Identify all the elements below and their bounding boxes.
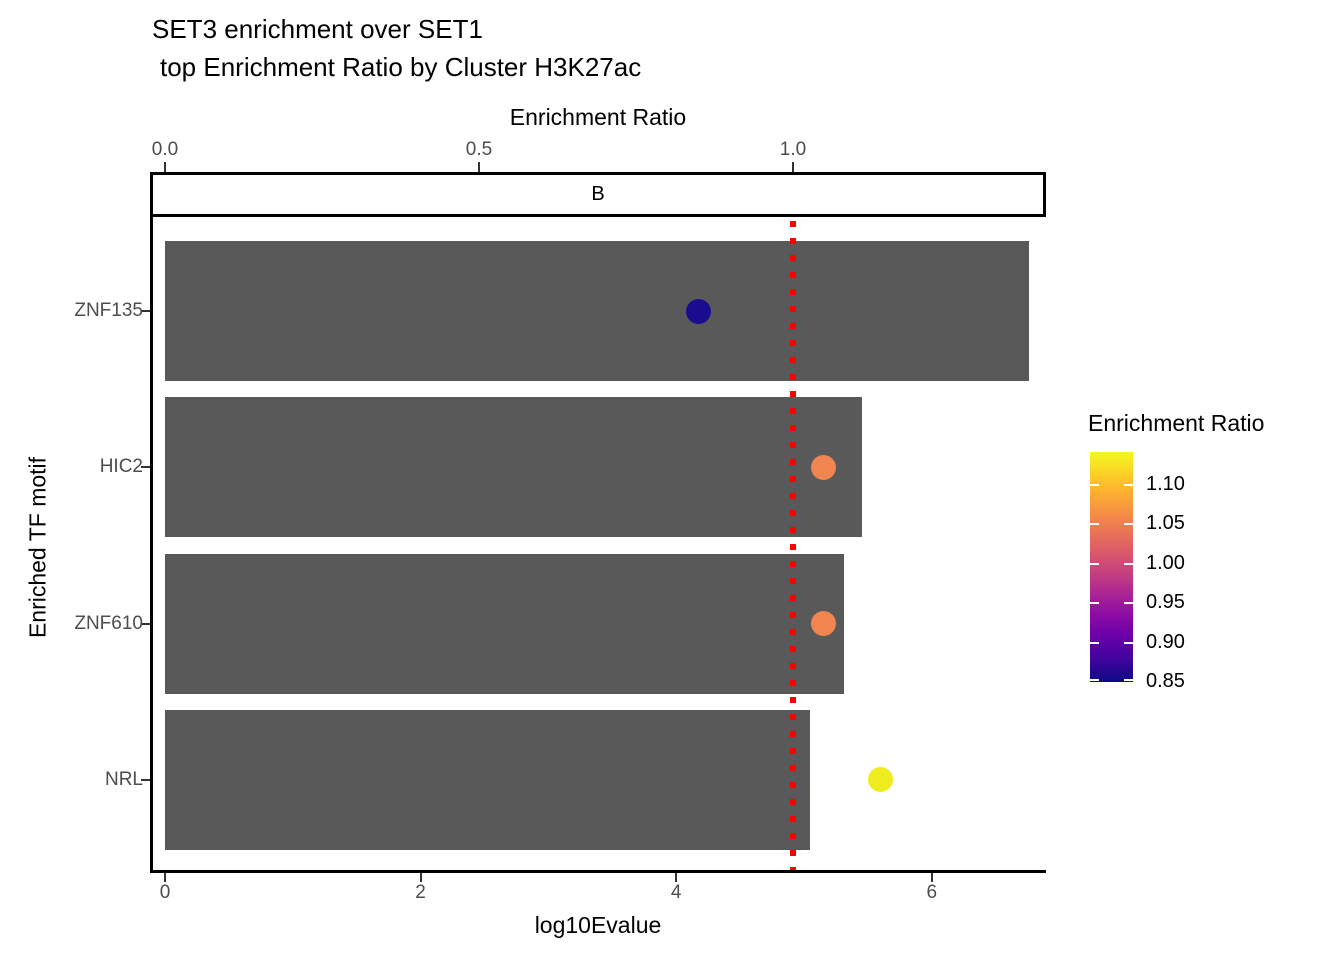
enrichment-point-hic2 xyxy=(810,454,836,480)
top-tick-mark xyxy=(164,162,166,172)
y-tick-label-hic2: HIC2 xyxy=(99,456,143,478)
bar-hic2 xyxy=(165,397,862,538)
x-tick-label: 4 xyxy=(670,882,682,903)
bar-znf135 xyxy=(165,241,1029,381)
legend-tick-mark xyxy=(1090,602,1099,605)
legend-tick-label: 0.90 xyxy=(1146,630,1185,653)
top-tick-label: 1.0 xyxy=(779,139,807,160)
x-tick-mark xyxy=(164,873,166,882)
reference-line xyxy=(790,221,796,870)
enrichment-point-znf135 xyxy=(686,298,712,324)
legend-tick-label: 1.10 xyxy=(1146,473,1185,496)
bar-nrl xyxy=(165,709,811,850)
x-axis-title: log10Evalue xyxy=(534,912,662,938)
y-tick-label-nrl: NRL xyxy=(104,768,143,790)
legend-tick-label: 1.00 xyxy=(1146,551,1185,574)
legend-tick-mark xyxy=(1124,484,1133,487)
legend-tick-label: 0.85 xyxy=(1146,670,1185,692)
top-tick-label: 0.5 xyxy=(465,139,493,160)
y-tick-label-znf610: ZNF610 xyxy=(74,612,143,634)
y-tick-mark xyxy=(141,622,150,625)
legend-tick-label: 0.95 xyxy=(1146,591,1185,614)
legend-tick-mark xyxy=(1090,484,1099,487)
x-tick-mark xyxy=(419,873,422,882)
legend-tick-mark xyxy=(1124,602,1133,605)
legend-tick-label: 1.05 xyxy=(1146,512,1185,535)
y-tick-mark xyxy=(141,778,150,781)
legend-tick-mark xyxy=(1090,562,1099,565)
chart-title-line1: SET3 enrichment over SET1 xyxy=(152,14,483,44)
x-tick-label: 2 xyxy=(415,882,426,903)
legend-tick-mark xyxy=(1124,641,1133,644)
legend-tick-mark xyxy=(1090,641,1099,644)
top-tick-label: 0.0 xyxy=(151,139,179,160)
top-tick-mark xyxy=(792,162,794,172)
facet-strip: B xyxy=(150,172,1046,217)
top-axis-title: Enrichment Ratio xyxy=(509,104,687,130)
legend-tick-mark xyxy=(1090,679,1099,681)
legend-tick-mark xyxy=(1124,679,1133,681)
y-tick-mark xyxy=(141,466,150,469)
x-tick-label: 6 xyxy=(926,882,938,903)
x-tick-mark xyxy=(930,873,933,882)
x-tick-mark xyxy=(675,873,678,882)
x-tick-label: 0 xyxy=(159,882,171,903)
legend-title: Enrichment Ratio xyxy=(1088,410,1265,436)
chart-title-line2: top Enrichment Ratio by Cluster H3K27ac xyxy=(160,52,642,82)
legend-tick-mark xyxy=(1090,523,1099,526)
left-axis-line xyxy=(150,217,153,873)
enrichment-point-znf610 xyxy=(811,611,837,637)
bottom-axis-line xyxy=(150,870,1046,873)
legend-tick-mark xyxy=(1124,562,1133,565)
y-tick-label-znf135: ZNF135 xyxy=(74,300,143,321)
legend-tick-mark xyxy=(1124,523,1133,526)
top-tick-mark xyxy=(478,162,480,172)
legend-colorbar xyxy=(1090,452,1133,682)
enrichment-point-nrl xyxy=(868,767,894,793)
bar-znf610 xyxy=(165,553,844,694)
y-tick-mark xyxy=(141,310,150,312)
facet-strip-label: B xyxy=(591,183,605,205)
